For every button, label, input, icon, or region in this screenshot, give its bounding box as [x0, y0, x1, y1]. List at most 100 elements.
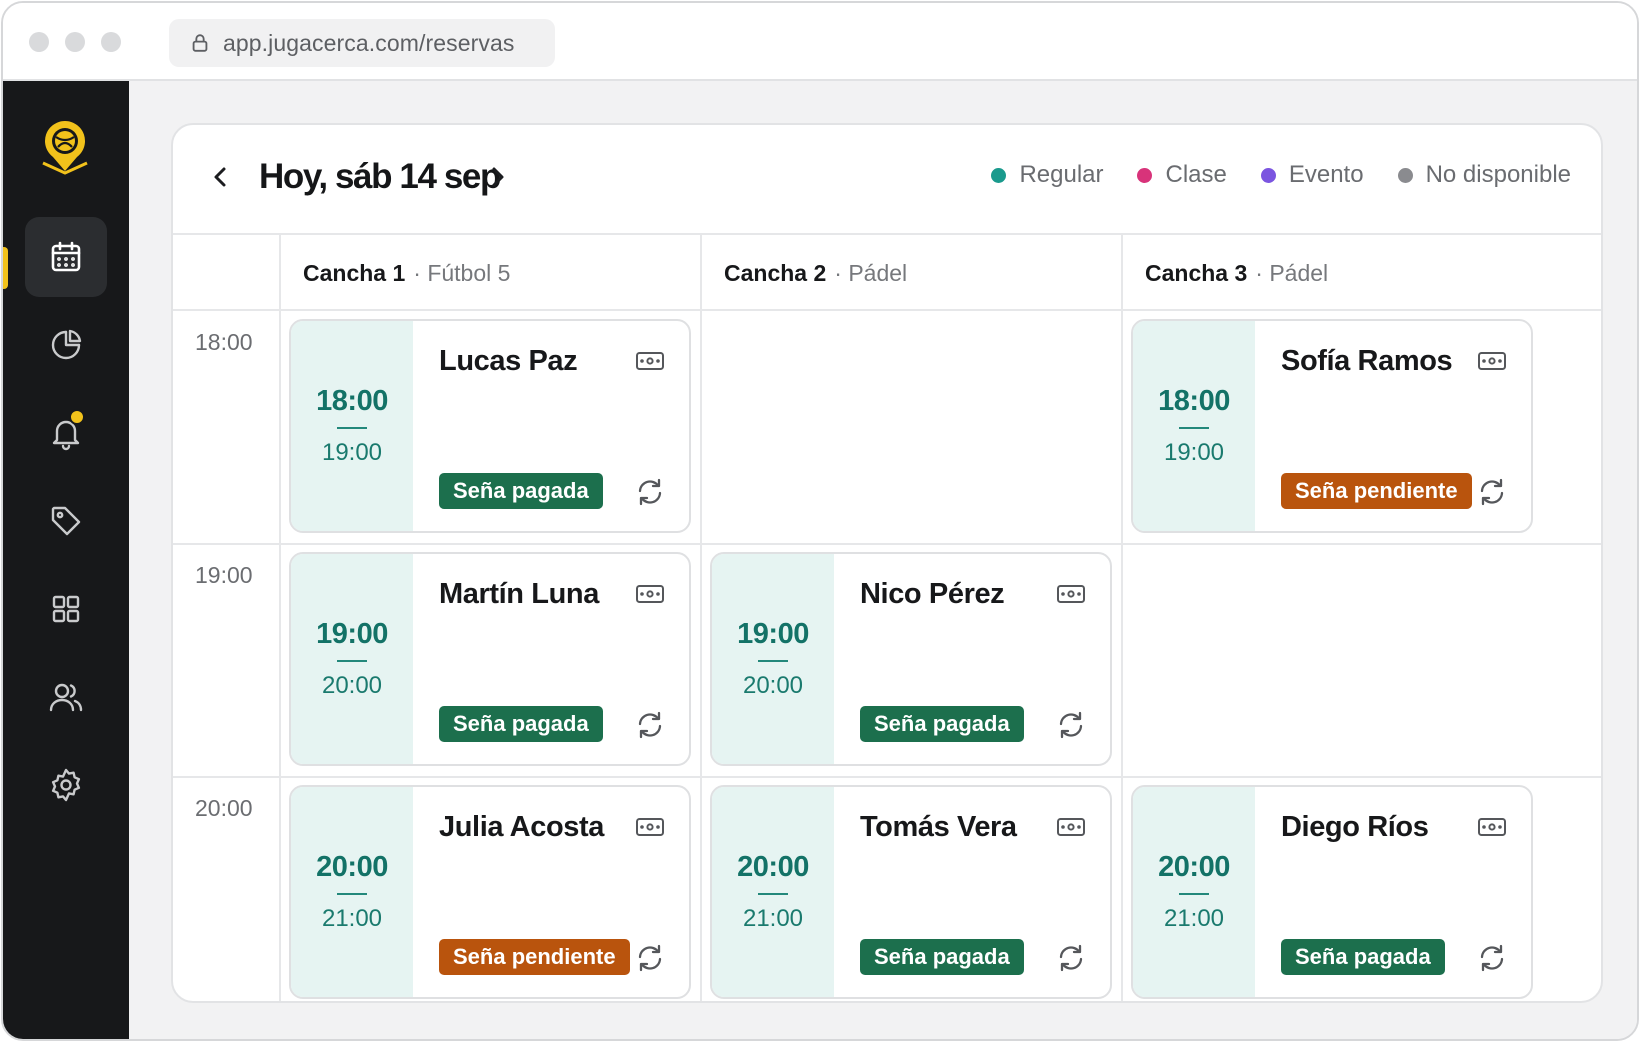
booking-customer-name: Sofía Ramos: [1281, 345, 1453, 377]
browser-toolbar: app.jugacerca.com/reservas: [3, 3, 1637, 81]
grid-line: [279, 235, 281, 1001]
legend-item-regular: Regular: [991, 161, 1103, 189]
repeat-icon[interactable]: [1477, 477, 1507, 507]
booking-card[interactable]: 18:00 19:00 Sofía Ramos Seña pendiente: [1131, 319, 1533, 533]
window-minimize-dot[interactable]: [65, 32, 85, 52]
repeat-icon[interactable]: [635, 943, 665, 973]
legend: Regular Clase Evento No disponible: [957, 161, 1571, 189]
deposit-status-badge: Seña pagada: [860, 706, 1024, 742]
legend-label: No disponible: [1425, 161, 1571, 188]
cash-icon[interactable]: [635, 582, 665, 606]
chevron-left-icon: [214, 167, 226, 187]
nav-settings[interactable]: [25, 745, 107, 825]
repeat-icon[interactable]: [635, 710, 665, 740]
repeat-icon[interactable]: [635, 477, 665, 507]
cash-icon[interactable]: [1477, 815, 1507, 839]
booking-start-time: 20:00: [316, 851, 388, 883]
legend-dot: [1260, 167, 1276, 183]
time-separator: [758, 893, 788, 895]
bell-icon: [52, 420, 80, 451]
booking-time-block: 19:00 20:00: [291, 554, 413, 764]
url-text: app.jugacerca.com/reservas: [223, 29, 515, 56]
booking-customer-name: Julia Acosta: [439, 811, 604, 843]
grid-line: [700, 235, 702, 1001]
grid-icon: [52, 595, 80, 623]
court-header-3: Cancha 3 · Pádel: [1123, 235, 1543, 311]
sidebar: [3, 81, 129, 1039]
time-slot-label: 18:00: [195, 329, 253, 355]
prev-day-button[interactable]: [203, 159, 239, 195]
booking-card[interactable]: 20:00 21:00 Julia Acosta Seña pendiente: [289, 785, 691, 999]
legend-dot: [991, 167, 1007, 183]
nav-customers[interactable]: [25, 657, 107, 737]
legend-label: Regular: [1019, 161, 1104, 188]
calendar-icon: [51, 241, 81, 272]
booking-start-time: 20:00: [1158, 851, 1230, 883]
cash-icon[interactable]: [635, 815, 665, 839]
repeat-icon[interactable]: [1056, 710, 1086, 740]
booking-card[interactable]: 19:00 20:00 Martín Luna Seña pagada: [289, 552, 691, 766]
booking-card[interactable]: 20:00 21:00 Tomás Vera Seña pagada: [710, 785, 1112, 999]
booking-end-time: 19:00: [1163, 439, 1225, 466]
repeat-icon[interactable]: [1056, 943, 1086, 973]
booking-end-time: 20:00: [321, 672, 383, 699]
window-close-dot[interactable]: [29, 32, 49, 52]
nav-courts[interactable]: [25, 569, 107, 649]
cash-icon[interactable]: [1056, 582, 1086, 606]
deposit-status-badge: Seña pendiente: [439, 939, 630, 975]
time-separator: [337, 660, 367, 662]
booking-start-time: 20:00: [737, 851, 809, 883]
booking-card[interactable]: 20:00 21:00 Diego Ríos Seña pagada: [1131, 785, 1533, 999]
nav-notifications[interactable]: [25, 393, 107, 473]
tag-icon: [51, 506, 81, 536]
legend-dot: [1397, 167, 1413, 183]
deposit-status-badge: Seña pagada: [1281, 939, 1445, 975]
booking-end-time: 21:00: [1163, 905, 1225, 932]
window-zoom-dot[interactable]: [101, 32, 121, 52]
booking-end-time: 19:00: [321, 439, 383, 466]
gear-icon: [51, 768, 81, 802]
booking-card[interactable]: 18:00 19:00 Lucas Paz Seña pagada: [289, 319, 691, 533]
cash-icon[interactable]: [1056, 815, 1086, 839]
repeat-icon[interactable]: [1477, 943, 1507, 973]
legend-item-event: Evento: [1260, 161, 1364, 189]
court-sport: · Pádel: [834, 259, 908, 286]
time-separator: [337, 893, 367, 895]
booking-time-block: 20:00 21:00: [712, 787, 834, 997]
booking-card[interactable]: 19:00 20:00 Nico Pérez Seña pagada: [710, 552, 1112, 766]
nav-calendar[interactable]: [25, 217, 107, 297]
next-day-button[interactable]: [479, 159, 515, 195]
cash-icon[interactable]: [1477, 349, 1507, 373]
schedule-header: Hoy, sáb 14 sep Regular Clase E: [173, 125, 1601, 235]
booking-start-time: 19:00: [316, 618, 388, 650]
main-area: Hoy, sáb 14 sep Regular Clase E: [129, 81, 1637, 1039]
court-header-2: Cancha 2 · Pádel: [702, 235, 1122, 311]
time-separator: [758, 660, 788, 662]
grid-line: [173, 776, 1601, 778]
court-name: Cancha 1: [303, 259, 406, 286]
booking-time-block: 20:00 21:00: [291, 787, 413, 997]
booking-end-time: 21:00: [321, 905, 383, 932]
time-slot-label: 19:00: [195, 562, 253, 588]
deposit-status-badge: Seña pagada: [439, 473, 603, 509]
court-sport: · Pádel: [1255, 259, 1329, 286]
cash-icon[interactable]: [635, 349, 665, 373]
booking-customer-name: Tomás Vera: [860, 811, 1017, 843]
deposit-status-badge: Seña pagada: [860, 939, 1024, 975]
booking-time-block: 18:00 19:00: [1133, 321, 1255, 531]
booking-customer-name: Martín Luna: [439, 578, 599, 610]
nav-stats[interactable]: [25, 305, 107, 385]
chart-pie-icon: [51, 329, 82, 360]
court-sport: · Fútbol 5: [413, 259, 511, 286]
court-name: Cancha 3: [1145, 259, 1248, 286]
notification-dot: [69, 409, 85, 425]
legend-item-class: Clase: [1137, 161, 1227, 189]
time-separator: [337, 427, 367, 429]
nav-prices[interactable]: [25, 481, 107, 561]
time-slot-label: 20:00: [195, 795, 253, 821]
court-name: Cancha 2: [724, 259, 827, 286]
address-bar[interactable]: app.jugacerca.com/reservas: [169, 19, 555, 67]
page-title: Hoy, sáb 14 sep: [259, 157, 501, 196]
legend-item-unavailable: No disponible: [1397, 161, 1571, 189]
